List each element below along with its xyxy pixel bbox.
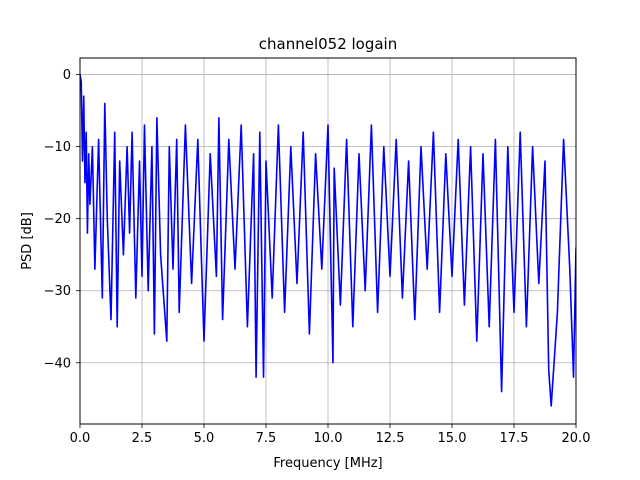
x-tick-label: 7.5 bbox=[256, 431, 277, 446]
x-axis-label: Frequency [MHz] bbox=[273, 456, 382, 471]
y-tick-label: −20 bbox=[44, 212, 71, 227]
x-tick-label: 2.5 bbox=[132, 431, 153, 446]
x-tick-label: 20.0 bbox=[562, 431, 591, 446]
chart-title: channel052 logain bbox=[259, 35, 398, 53]
x-tick-label: 15.0 bbox=[438, 431, 467, 446]
x-tick-label: 12.5 bbox=[376, 431, 405, 446]
plot-area bbox=[80, 74, 576, 407]
x-tick-label: 17.5 bbox=[500, 431, 529, 446]
x-tick-label: 0.0 bbox=[70, 431, 91, 446]
y-tick-label: −30 bbox=[44, 284, 71, 299]
x-tick-label: 10.0 bbox=[314, 431, 343, 446]
y-tick-label: 0 bbox=[63, 68, 71, 83]
y-tick-label: −40 bbox=[44, 356, 71, 371]
y-axis-label: PSD [dB] bbox=[20, 212, 35, 270]
y-tick-label: −10 bbox=[44, 140, 71, 155]
psd-series-line bbox=[80, 74, 576, 407]
y-axis-ticks: 0 −10 −20 −30 −40 bbox=[44, 68, 80, 371]
x-axis-ticks: 0.0 2.5 5.0 7.5 10.0 12.5 15.0 17.5 20.0 bbox=[70, 424, 591, 446]
x-tick-label: 5.0 bbox=[194, 431, 215, 446]
